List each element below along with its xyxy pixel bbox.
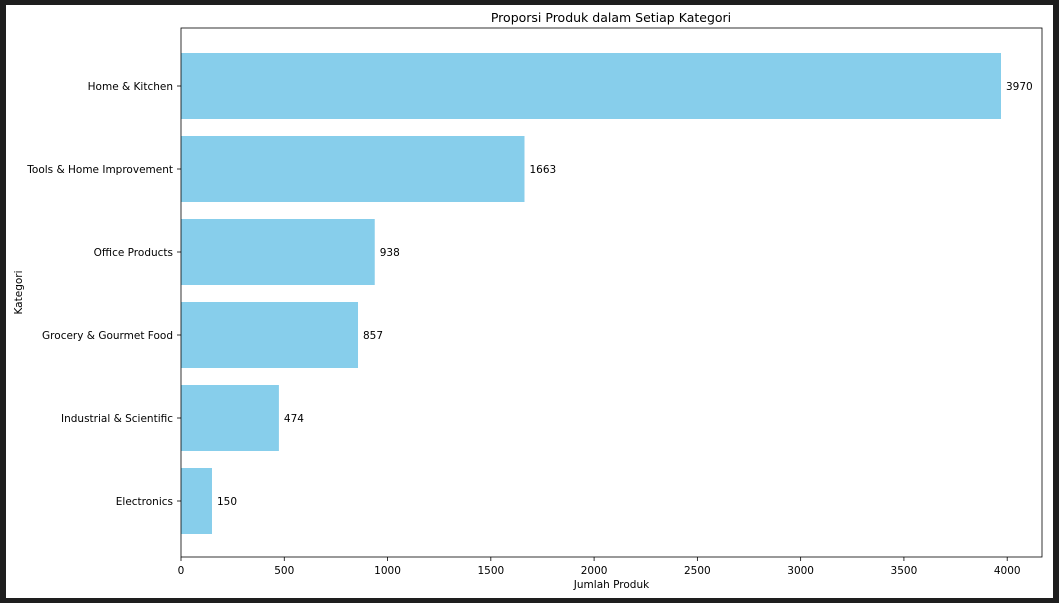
y-tick-label: Tools & Home Improvement	[26, 164, 173, 176]
y-tick-label: Grocery & Gourmet Food	[42, 330, 173, 342]
x-tick-label: 4000	[994, 565, 1021, 577]
y-axis-ticks: Home & Kitchen Tools & Home Improvement Of…	[26, 81, 181, 508]
y-tick-label: Electronics	[116, 496, 173, 508]
plot-area-border	[180, 27, 1043, 558]
bar-tools-home-improvement	[181, 136, 525, 202]
x-axis-label: Jumlah Produk	[573, 579, 650, 591]
data-label: 150	[217, 496, 237, 508]
x-tick-label: 3000	[787, 565, 814, 577]
y-tick-label: Industrial & Scientific	[61, 413, 173, 425]
x-axis-ticks: 0 500 1000 1500 2000 2500 3000 3500 4000	[178, 557, 1021, 577]
x-tick-label: 3500	[891, 565, 918, 577]
bar-electronics	[181, 468, 212, 534]
chart-title: Proporsi Produk dalam Setiap Kategori	[491, 10, 731, 25]
x-tick-label: 500	[274, 565, 294, 577]
y-tick-label: Office Products	[94, 247, 173, 259]
data-label: 1663	[529, 164, 556, 176]
x-tick-label: 2500	[684, 565, 711, 577]
x-tick-label: 1000	[374, 565, 401, 577]
data-label: 474	[284, 413, 304, 425]
y-tick-label: Home & Kitchen	[88, 81, 173, 93]
bar-grocery-gourmet-food	[181, 302, 359, 368]
data-labels-group: 3970 1663 938 857 474 150	[217, 81, 1033, 508]
data-label: 857	[363, 330, 383, 342]
bar-office-products	[181, 219, 375, 285]
bar-home-kitchen	[181, 53, 1001, 119]
y-axis-label: Kategori	[13, 270, 25, 314]
bar-chart: Proporsi Produk dalam Setiap Kategori 39…	[13, 10, 1043, 591]
figure-frame: Proporsi Produk dalam Setiap Kategori 39…	[6, 5, 1053, 598]
x-tick-label: 0	[178, 565, 185, 577]
bars-group	[181, 53, 1001, 534]
x-tick-label: 2000	[581, 565, 608, 577]
data-label: 938	[380, 247, 400, 259]
data-label: 3970	[1006, 81, 1033, 93]
bar-industrial-scientific	[181, 385, 279, 451]
x-tick-label: 1500	[477, 565, 504, 577]
